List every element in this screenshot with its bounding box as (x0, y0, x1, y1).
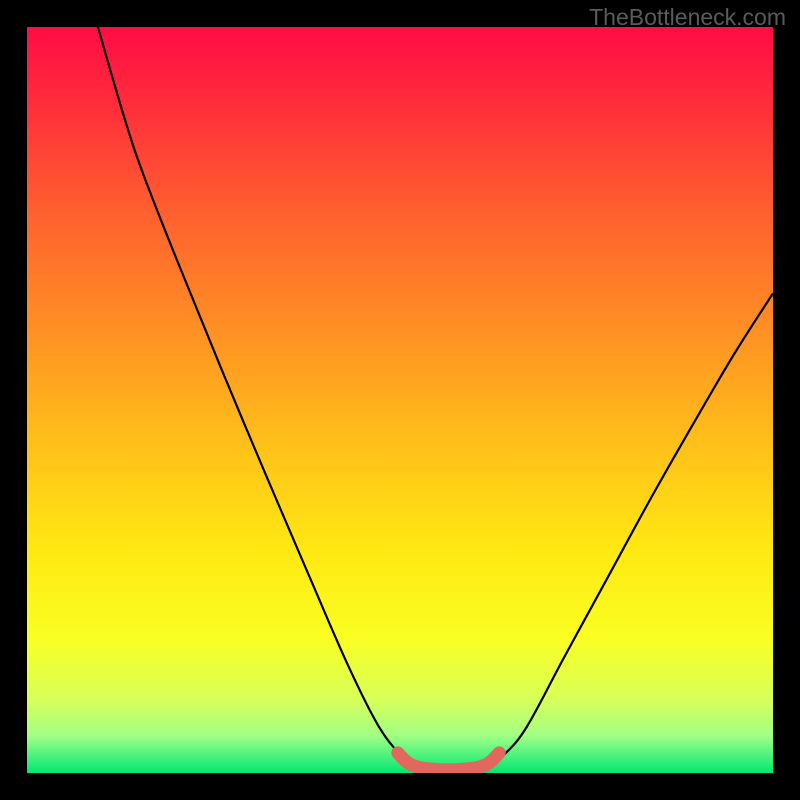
watermark-text: TheBottleneck.com (589, 4, 786, 31)
plot-area (27, 27, 773, 773)
gradient-background (27, 27, 773, 773)
chart-svg (27, 27, 773, 773)
chart-container: TheBottleneck.com (0, 0, 800, 800)
